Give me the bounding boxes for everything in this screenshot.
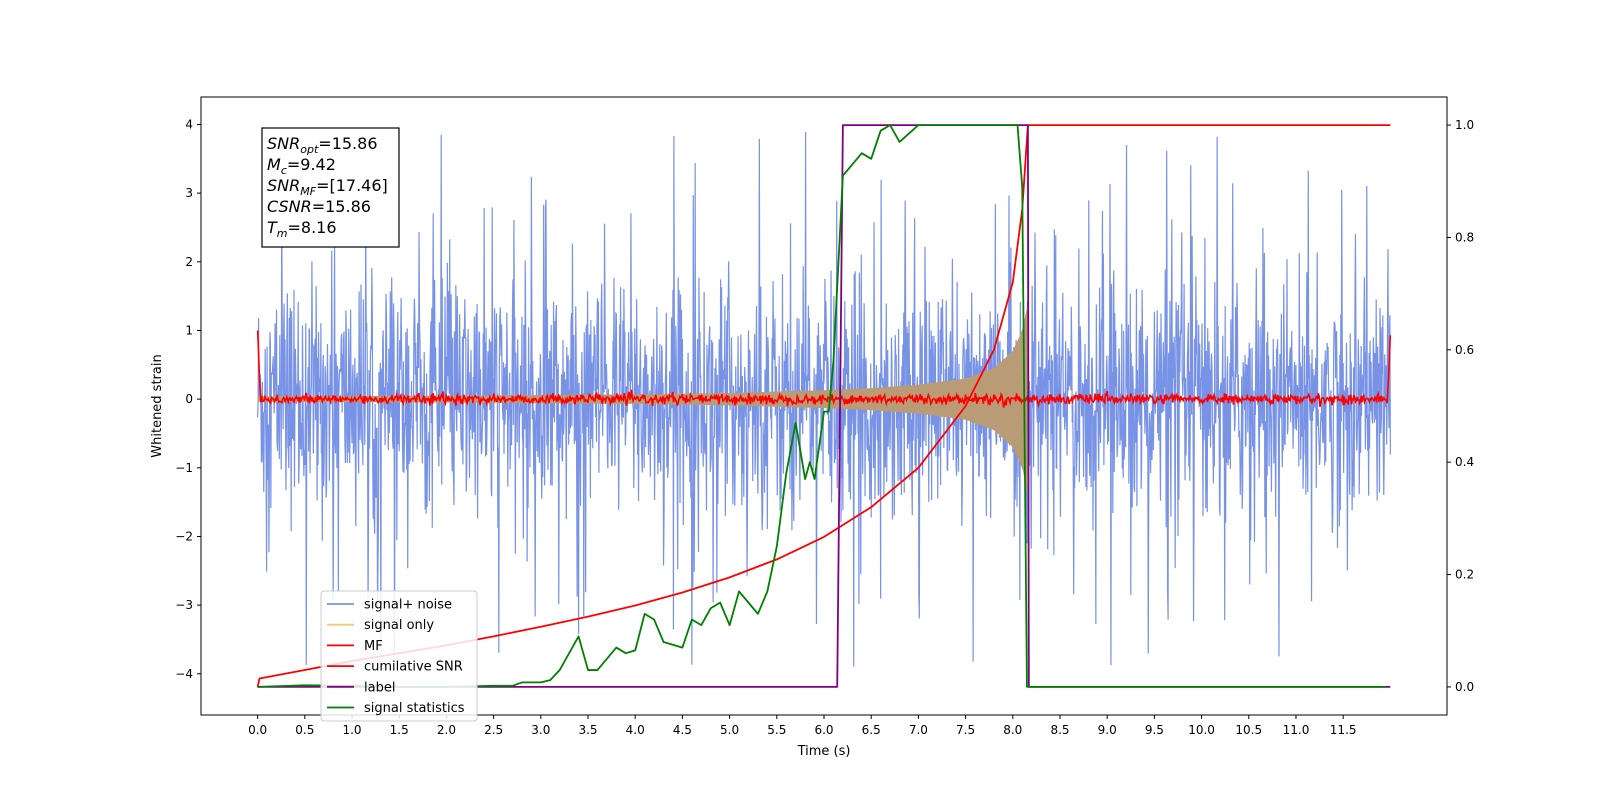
x-tick-label: 5.5	[767, 723, 786, 737]
legend-label: signal+ noise	[364, 598, 452, 613]
mf-line	[256, 330, 1392, 409]
x-tick-label: 1.5	[390, 723, 409, 737]
y-right-tick-label: 0.8	[1455, 230, 1474, 244]
legend-frame	[320, 590, 478, 722]
mf-series	[256, 330, 1392, 409]
x-tick-label: 7.0	[909, 723, 928, 737]
y-left-tick-label: −3	[175, 598, 193, 612]
legend-label: MF	[364, 639, 383, 654]
annotation-line: Tm=8.16	[267, 218, 337, 240]
x-tick-label: 6.0	[814, 723, 833, 737]
y-right-tick-label: 1.0	[1455, 118, 1474, 132]
annotation-frame	[261, 127, 400, 248]
y-left-tick-label: 0	[185, 392, 193, 406]
y-left-tick-label: −2	[175, 529, 193, 543]
x-tick-label: 5.0	[720, 723, 739, 737]
x-tick-label: 3.5	[578, 723, 597, 737]
y-left-tick-label: −1	[175, 461, 193, 475]
x-tick-label: 0.0	[248, 723, 267, 737]
legend-label: signal only	[364, 618, 434, 633]
x-tick-label: 8.0	[1003, 723, 1022, 737]
x-axis-ticks: 0.0 0.5 1.0 1.5 2.0 2.5 3.0 3.5 4.0 4.5 5.0 5.5 6.0 6…	[248, 715, 1357, 737]
annotation-line: Mc=9.42	[267, 155, 336, 177]
x-tick-label: 0.5	[295, 723, 314, 737]
y-left-tick-label: 2	[185, 255, 193, 269]
y-right-tick-label: 0.4	[1455, 455, 1474, 469]
y-left-axis-ticks: −4 −3 −2 −1 0 1 2 3 4	[175, 117, 201, 681]
y-left-tick-label: 1	[185, 323, 193, 337]
y-right-tick-label: 0.2	[1455, 568, 1474, 582]
x-tick-label: 8.5	[1050, 723, 1069, 737]
signal-statistics-line	[257, 124, 1386, 688]
x-tick-label: 11.5	[1330, 723, 1357, 737]
x-tick-label: 10.0	[1188, 723, 1215, 737]
legend-label: label	[364, 680, 395, 695]
annotation-line: SNRMF=[17.46]	[267, 176, 388, 198]
legend-label: cumilative SNR	[364, 660, 463, 675]
annotation-line: SNRopt=15.86	[267, 134, 378, 156]
signal-only-fill	[257, 303, 1028, 496]
x-axis-label: Time (s)	[797, 744, 851, 759]
y-right-axis-ticks: 0.0 0.2 0.4 0.6 0.8 1.0	[1447, 118, 1474, 694]
legend-label: signal statistics	[364, 701, 465, 716]
x-tick-label: 11.0	[1283, 723, 1310, 737]
x-tick-label: 9.5	[1145, 723, 1164, 737]
x-tick-label: 7.5	[956, 723, 975, 737]
y-left-tick-label: 4	[185, 117, 193, 131]
x-tick-label: 1.0	[342, 723, 361, 737]
x-tick-label: 2.0	[437, 723, 456, 737]
x-tick-label: 9.0	[1098, 723, 1117, 737]
x-tick-label: 6.5	[862, 723, 881, 737]
x-tick-label: 4.0	[626, 723, 645, 737]
x-tick-label: 3.0	[531, 723, 550, 737]
y-axis-label: Whitened strain	[150, 354, 165, 457]
y-right-tick-label: 0.0	[1455, 680, 1474, 694]
x-tick-label: 10.5	[1235, 723, 1262, 737]
y-right-tick-label: 0.6	[1455, 343, 1474, 357]
signal-only-series	[257, 303, 1028, 496]
x-tick-label: 2.5	[484, 723, 503, 737]
y-left-tick-label: 3	[185, 186, 193, 200]
annotation-line: CSNR=15.86	[267, 197, 371, 216]
x-tick-label: 4.5	[673, 723, 692, 737]
stats-annotation-box: SNRopt=15.86Mc=9.42SNRMF=[17.46]CSNR=15.…	[261, 127, 400, 248]
legend: signal+ noise signal only MF cumilative SNR…	[320, 590, 478, 722]
y-left-tick-label: −4	[175, 667, 193, 681]
